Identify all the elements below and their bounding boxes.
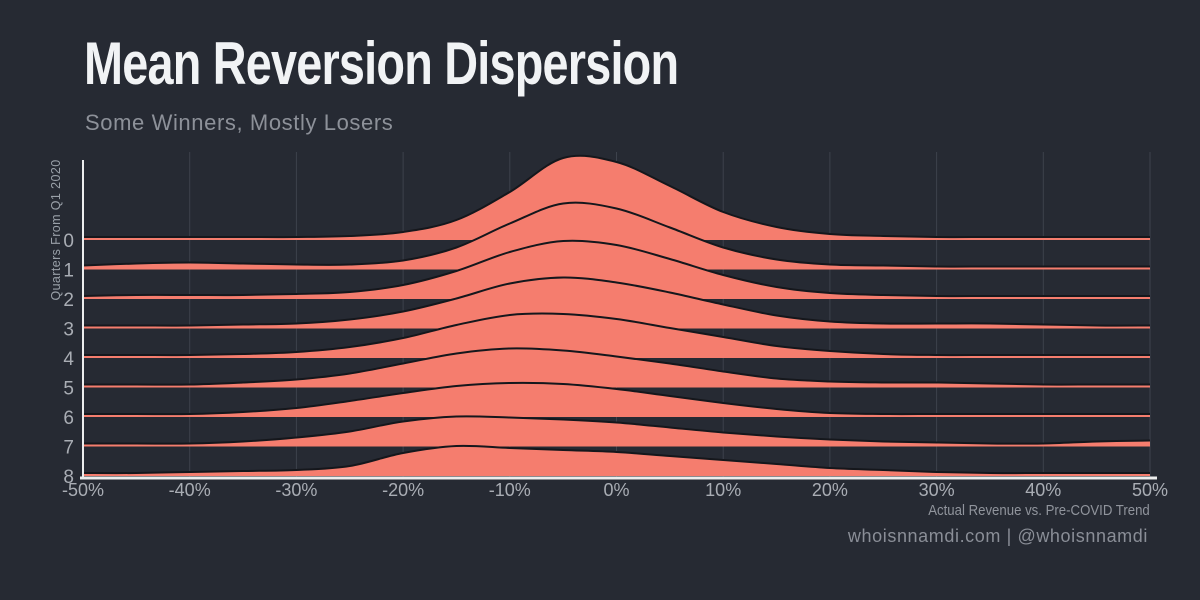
ridge-outline-q1 (82, 201, 1150, 268)
x-tick-label: -50% (62, 480, 104, 500)
ridge-outline-q8 (82, 444, 1150, 475)
ridge-outline-q7 (82, 415, 1151, 445)
ridge-outline-q3 (82, 276, 1151, 327)
ridge-fill-q1 (83, 202, 1150, 270)
x-tick-label: -20% (382, 480, 424, 500)
ridge-fill-q7 (83, 416, 1150, 447)
x-tick-label: -10% (489, 480, 531, 500)
x-tick-label: -40% (169, 480, 211, 500)
y-tick-label: 3 (63, 320, 74, 341)
ridge-outline-q6 (82, 381, 1150, 416)
ridge-fill-q3 (83, 277, 1150, 329)
y-tick-label: 1 (63, 261, 74, 282)
ridge-outline-q2 (82, 239, 1150, 298)
chart-subtitle: Some Winners, Mostly Losers (85, 110, 394, 135)
chart-title: Mean Reversion Dispersion (84, 30, 679, 97)
x-tick-label: 40% (1025, 480, 1061, 500)
x-tick-label: 0% (603, 480, 629, 500)
ridge-fill-q0 (83, 155, 1150, 240)
x-tick-label: 20% (812, 480, 848, 500)
ridge-fill-q2 (83, 240, 1150, 299)
x-tick-label: 10% (705, 480, 741, 500)
y-tick-label: 2 (63, 290, 74, 311)
ridge-fill-q4 (83, 313, 1150, 358)
x-tick-label: 50% (1132, 480, 1168, 500)
ridge-outline-q5 (82, 347, 1150, 386)
ridge-outline-q4 (83, 312, 1150, 357)
y-tick-label: 6 (63, 408, 74, 429)
y-tick-label: 8 (63, 467, 74, 488)
y-tick-label: 5 (63, 379, 74, 400)
ridge-fill-q6 (83, 382, 1150, 417)
y-tick-label: 0 (63, 231, 74, 252)
y-tick-label: 7 (63, 438, 74, 459)
ridge-outline-q0 (83, 154, 1150, 239)
x-axis-title: Actual Revenue vs. Pre-COVID Trend (928, 502, 1150, 519)
x-tick-label: 30% (919, 480, 955, 500)
ridge-fill-q8 (83, 445, 1150, 476)
y-tick-label: 4 (63, 349, 74, 370)
ridge-fill-q5 (83, 348, 1150, 388)
footer-credit: whoisnnamdi.com | @whoisnnamdi (847, 526, 1148, 546)
x-tick-label: -30% (275, 480, 317, 500)
